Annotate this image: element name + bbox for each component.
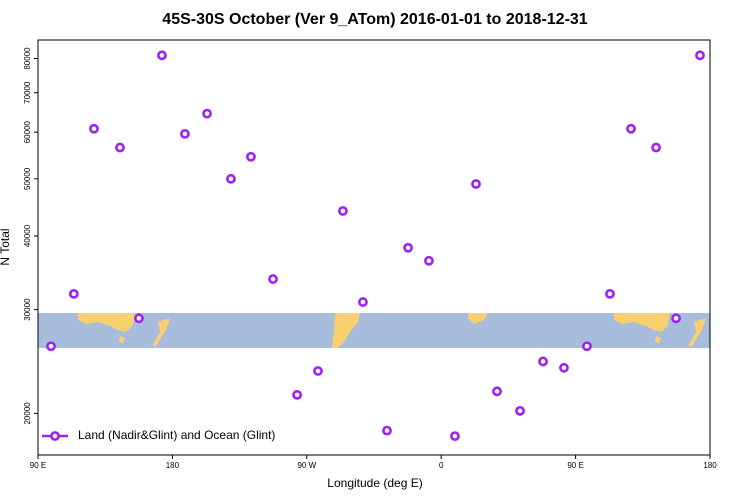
data-point — [695, 50, 705, 61]
data-point — [651, 142, 661, 153]
data-point — [382, 425, 392, 436]
data-point — [471, 179, 481, 189]
data-point — [89, 123, 99, 134]
plot-frame — [37, 39, 711, 456]
y-tick-label: 30000 — [23, 298, 32, 321]
legend-marker — [50, 431, 60, 441]
x-tick-label: 90 E — [567, 461, 583, 470]
y-tick-label: 60000 — [23, 120, 32, 143]
data-point — [292, 389, 302, 400]
x-tick-label: 180 — [703, 461, 717, 470]
data-point — [226, 173, 236, 184]
map-strip — [38, 313, 710, 348]
data-point — [115, 142, 125, 153]
data-point — [671, 313, 682, 324]
data-point — [492, 386, 502, 397]
data-point — [246, 151, 256, 162]
x-tick-label: 0 — [439, 461, 444, 470]
data-point — [358, 297, 368, 307]
y-tick-label: 70000 — [23, 81, 32, 104]
data-point — [424, 255, 434, 266]
data-point — [157, 50, 167, 61]
x-axis-label: Longitude (deg E) — [327, 476, 422, 490]
data-point — [46, 341, 56, 352]
data-point — [626, 123, 636, 134]
data-point — [515, 405, 525, 416]
data-point — [450, 431, 460, 442]
y-tick-label: 50000 — [23, 167, 32, 190]
y-tick-label: 40000 — [23, 224, 32, 247]
data-point — [313, 366, 323, 376]
data-point — [538, 356, 548, 367]
x-tick-label: 90 W — [297, 461, 316, 470]
data-point — [605, 288, 615, 299]
data-point — [180, 128, 190, 139]
x-tick-label: 180 — [166, 461, 180, 470]
x-tick-label: 90 E — [30, 461, 46, 470]
data-point — [403, 242, 413, 253]
y-tick-label: 20000 — [23, 402, 32, 425]
legend-label: Land (Nadir&Glint) and Ocean (Glint) — [78, 428, 275, 442]
data-point — [559, 362, 569, 373]
data-point — [202, 108, 212, 119]
data-point — [268, 274, 278, 284]
chart-title: 45S-30S October (Ver 9_ATom) 2016-01-01 … — [162, 11, 587, 28]
data-point — [338, 206, 348, 216]
y-tick-label: 80000 — [23, 47, 32, 70]
data-point — [134, 313, 144, 324]
data-point — [582, 341, 592, 352]
y-axis-label: N Total — [0, 228, 12, 265]
data-point — [68, 288, 79, 299]
